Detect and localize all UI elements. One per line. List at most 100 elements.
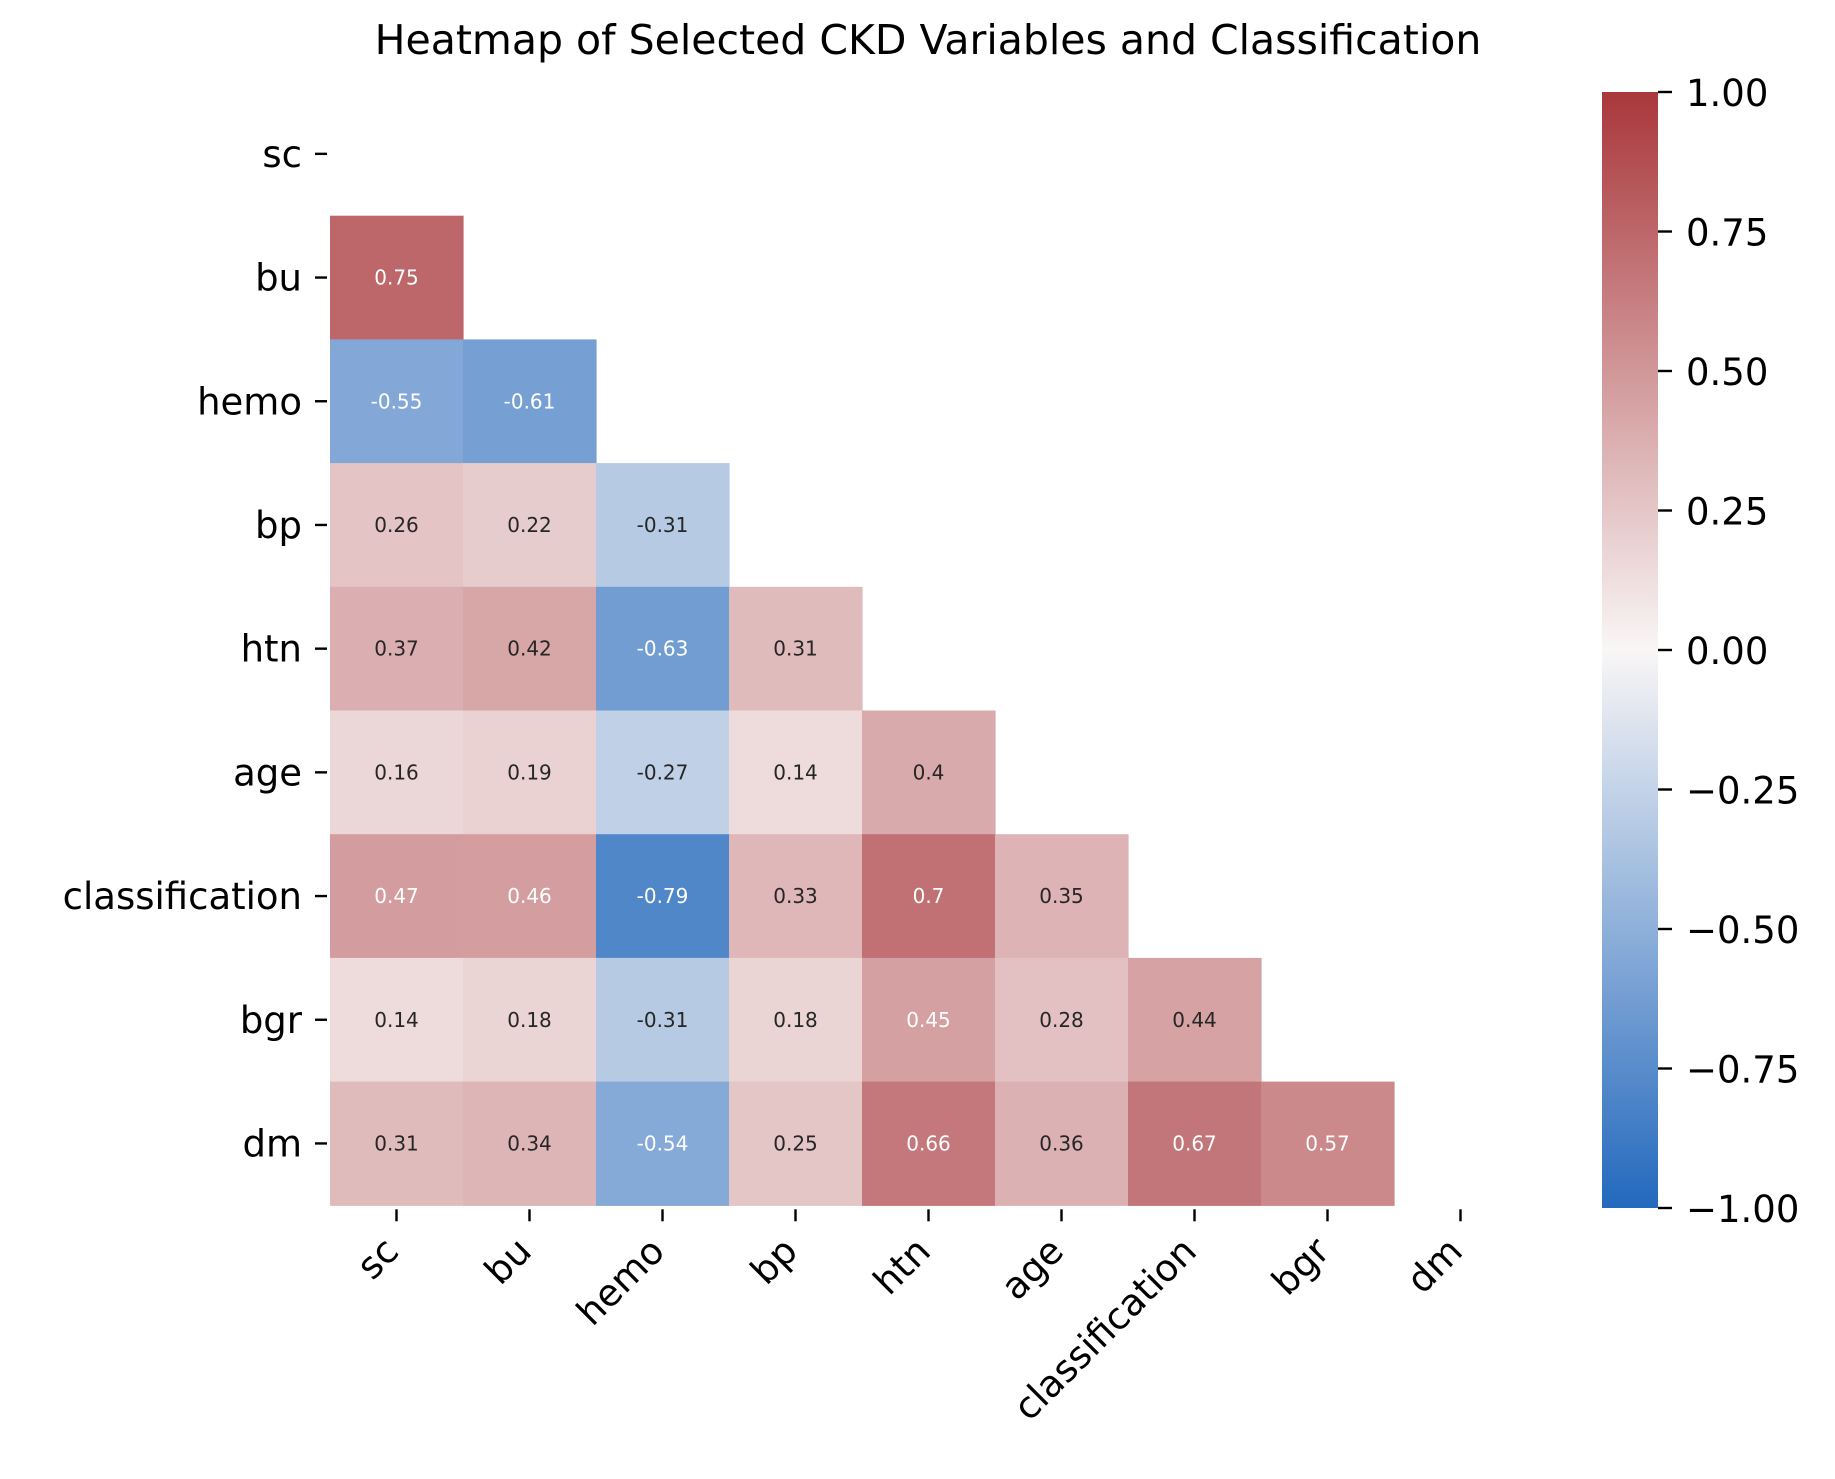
heatmap-cell [596,710,730,835]
heatmap-cell [330,710,464,835]
heatmap-cell [729,834,863,959]
heatmap-cell [463,957,597,1083]
cell-value-label: -0.31 [637,1008,689,1032]
heatmap-cell [995,1081,1129,1206]
heatmap-cell [330,463,464,588]
y-tick-label: age [233,751,302,794]
y-tick-label: sc [262,133,302,176]
x-tick-label: sc [348,1229,406,1287]
cell-value-label: 0.14 [374,1008,419,1032]
colorbar-tick-label: 0.50 [1686,351,1768,394]
cell-value-label: -0.54 [637,1131,689,1155]
cell-value-label: 0.18 [507,1008,552,1032]
heatmap-cell [463,586,597,712]
heatmap-cell [463,1081,597,1206]
heatmap-cell [596,834,730,959]
cell-annotations: 0.75 -0.55 -0.61 0.26 0.22 -0.31 0.37 0.42 -0.63… [371,266,1350,1156]
cell-value-label: 0.16 [374,760,419,784]
cell-value-label: 0.31 [773,637,818,661]
heatmap-cell [330,586,464,712]
cell-value-label: -0.31 [637,513,689,537]
heatmap-cell [1261,1081,1395,1206]
heatmap-cell [995,957,1129,1083]
x-tick-label: htn [865,1229,939,1303]
x-tick-label: age [993,1229,1072,1308]
heatmap-cell [1128,957,1262,1083]
cell-value-label: 0.44 [1172,1008,1217,1032]
colorbar-tick-label: −1.00 [1686,1188,1799,1231]
heatmap-cell [596,957,730,1083]
cell-value-label: 0.4 [913,760,945,784]
heatmap-cell [596,1081,730,1206]
heatmap-cell [729,710,863,835]
cell-value-label: 0.34 [507,1131,552,1155]
heatmap-cell [463,834,597,959]
heatmap-cell [463,339,597,464]
cell-value-label: 0.28 [1039,1008,1084,1032]
heatmap-cell [862,834,996,959]
colorbar-tick-label: −0.25 [1686,770,1799,813]
cell-value-label: 0.7 [913,884,945,908]
y-tick-label: hemo [197,380,302,423]
heatmap-cell [862,1081,996,1206]
x-tick-label: bu [476,1229,540,1293]
heatmap-cell [463,463,597,588]
heatmap-cell [862,710,996,835]
cell-value-label: 0.18 [773,1008,818,1032]
colorbar-tick-label: −0.50 [1686,909,1799,952]
cell-value-label: 0.47 [374,884,419,908]
y-tick-label: bp [255,504,302,547]
colorbar-tick-label: 1.00 [1686,72,1768,115]
cell-value-label: 0.31 [374,1131,419,1155]
cell-value-label: -0.79 [637,884,689,908]
x-tick-label: bp [742,1229,806,1293]
heatmap-cell [1128,1081,1262,1206]
cell-value-label: 0.67 [1172,1131,1217,1155]
cell-value-label: 0.36 [1039,1131,1084,1155]
x-tick-label: hemo [568,1229,673,1334]
heatmap-cells [330,215,1395,1206]
cell-value-label: 0.46 [507,884,552,908]
heatmap-cell [729,586,863,712]
colorbar-gradient [1602,92,1658,1208]
colorbar-tick-label: −0.75 [1686,1049,1799,1092]
cell-value-label: 0.14 [773,760,818,784]
heatmap-cell [463,710,597,835]
heatmap-cell [995,834,1129,959]
chart-title: Heatmap of Selected CKD Variables and Cl… [375,16,1482,64]
colorbar: 1.00 0.75 0.50 0.25 0.00 −0.25 −0.50 −0.75 −1.00 [1602,72,1799,1231]
cell-value-label: 0.75 [374,266,419,290]
y-tick-label: bgr [240,999,303,1042]
heatmap-cell [330,834,464,959]
cell-value-label: -0.27 [637,760,689,784]
cell-value-label: 0.22 [507,513,552,537]
x-tick-label: dm [1398,1229,1471,1302]
y-tick-label: classification [63,875,302,918]
colorbar-tick-label: 0.25 [1686,491,1768,534]
y-tick-label: htn [241,628,302,671]
cell-value-label: -0.63 [637,637,689,661]
colorbar-tick-label: 0.75 [1686,212,1768,255]
y-tick-label: bu [255,257,302,300]
colorbar-tick-label: 0.00 [1686,630,1768,673]
heatmap-cell [330,339,464,464]
cell-value-label: 0.26 [374,513,419,537]
heatmap-cell [729,1081,863,1206]
heatmap-cell [330,215,464,340]
cell-value-label: 0.45 [906,1008,951,1032]
heatmap-cell [596,586,730,712]
y-tick-label: dm [242,1122,302,1165]
cell-value-label: 0.66 [906,1131,951,1155]
heatmap-cell [330,1081,464,1206]
cell-value-label: 0.35 [1039,884,1084,908]
heatmap-cell [596,463,730,588]
cell-value-label: 0.19 [507,760,552,784]
cell-value-label: 0.37 [374,637,419,661]
y-axis: sc bu hemo bp htn age classification bgr dm [63,133,327,1165]
cell-value-label: -0.61 [504,389,556,413]
cell-value-label: 0.42 [507,637,552,661]
cell-value-label: 0.33 [773,884,818,908]
heatmap-cell [729,957,863,1083]
